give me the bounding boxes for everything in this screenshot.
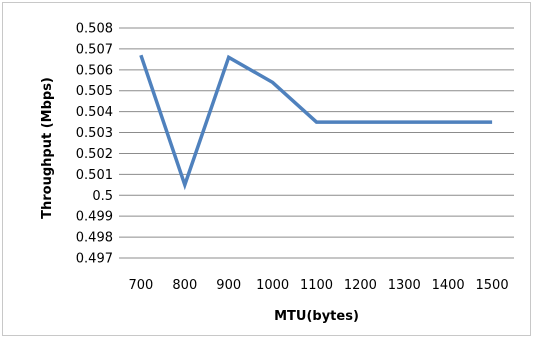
x-tick-label: 1300	[388, 278, 421, 293]
x-tick-label: 1500	[476, 278, 509, 293]
x-tick-label: 1200	[344, 278, 377, 293]
y-tick-label: 0.504	[76, 105, 113, 120]
x-axis-title: MTU(bytes)	[274, 309, 359, 324]
x-tick-label: 1000	[256, 278, 289, 293]
x-tick-label: 1400	[432, 278, 465, 293]
x-tick-label: 1100	[300, 278, 333, 293]
x-tick-label: 700	[129, 278, 154, 293]
y-tick-label: 0.507	[76, 42, 113, 57]
y-tick-label: 0.498	[76, 231, 113, 246]
y-tick-labels: 0.508 0.507 0.506 0.505 0.504 0.503 0.502 0.501…	[76, 22, 113, 267]
series-lines	[139, 54, 493, 191]
y-tick-label: 0.497	[76, 252, 113, 267]
chart-frame	[2, 2, 531, 336]
y-tick-label: 0.5	[92, 189, 113, 204]
x-tick-label: 800	[172, 278, 197, 293]
y-tick-label: 0.506	[76, 63, 113, 78]
y-tick-label: 0.503	[76, 126, 113, 141]
gridlines	[119, 27, 514, 259]
x-tick-label: 900	[216, 278, 241, 293]
series-line	[139, 54, 493, 191]
y-tick-label: 0.499	[76, 210, 113, 225]
y-tick-label: 0.501	[76, 168, 113, 183]
x-tick-labels: 700 800 900 1000 1100 1200 1300 1400 1500	[129, 278, 509, 293]
y-tick-label: 0.502	[76, 147, 113, 162]
y-tick-label: 0.508	[76, 22, 113, 37]
y-tick-label: 0.505	[76, 84, 113, 99]
y-axis-title: Throughput (Mbps)	[40, 77, 55, 219]
